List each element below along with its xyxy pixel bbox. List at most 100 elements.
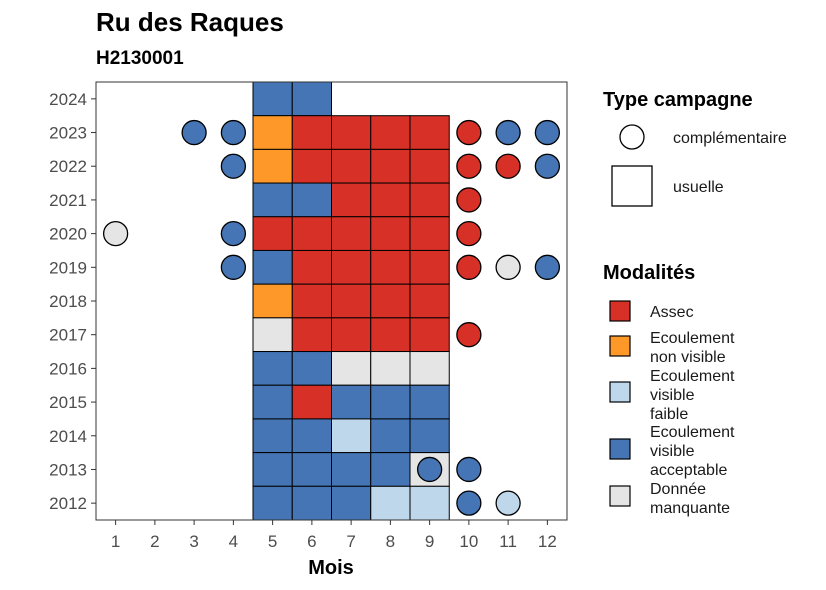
cell-2013-8 — [370, 452, 411, 487]
x-tick-label: 4 — [229, 532, 238, 551]
cell-2021-9 — [409, 182, 450, 218]
x-tick-label: 11 — [499, 532, 517, 551]
y-tick-label: 2016 — [49, 359, 87, 378]
cell-2018-8 — [370, 283, 411, 319]
cell-2020-5 — [252, 216, 293, 251]
x-axis-label: Mois — [308, 557, 354, 579]
cell-2013-6 — [291, 452, 332, 487]
x-tick-label: 10 — [459, 532, 478, 551]
y-tick-label: 2021 — [49, 191, 87, 210]
legend-label-manquante: manquante — [650, 500, 730, 517]
cell-2012-5 — [252, 485, 293, 521]
cell-2022-5 — [252, 148, 293, 184]
point-2023-12 — [534, 119, 561, 146]
legend-label-nonvisible: Ecoulement — [650, 330, 735, 347]
point-2019-11 — [495, 254, 521, 280]
point-2023-10 — [456, 119, 482, 146]
legend-label-assec: Assec — [650, 304, 694, 321]
cell-2022-6 — [291, 148, 332, 184]
point-2017-10 — [456, 322, 482, 348]
legend-circle-icon — [619, 124, 645, 150]
point-2023-3 — [181, 119, 207, 146]
legend-type-campagne: Type campagne complémentaire usuelle — [603, 89, 787, 207]
legend-label-acceptable: visible — [650, 443, 695, 460]
cell-2017-6 — [291, 317, 332, 353]
x-axis: 1 2 3 4 5 6 7 8 9 10 11 12 — [111, 520, 557, 551]
y-tick-label: 2019 — [49, 258, 87, 277]
y-tick-label: 2022 — [49, 157, 87, 176]
cell-2021-8 — [370, 182, 411, 218]
point-2020-10 — [456, 220, 482, 247]
cell-2016-9 — [409, 351, 450, 386]
cell-2019-7 — [331, 249, 372, 285]
cell-2012-8 — [370, 485, 411, 521]
y-tick-label: 2014 — [49, 427, 87, 446]
point-2022-4 — [220, 153, 247, 179]
legend-key-manquante — [609, 485, 631, 507]
cell-2018-6 — [291, 283, 332, 319]
point-2022-12 — [534, 153, 561, 179]
x-tick-label: 9 — [425, 532, 434, 551]
y-tick-label: 2017 — [49, 326, 87, 345]
y-tick-label: 2012 — [49, 494, 87, 513]
cell-2015-9 — [409, 384, 450, 420]
cell-2024-5 — [252, 81, 293, 117]
legend-label-faible: Ecoulement — [650, 368, 735, 385]
y-tick-label: 2020 — [49, 225, 87, 244]
chart-subtitle: H2130001 — [96, 48, 184, 69]
complementaire-points — [102, 119, 561, 516]
point-2012-11 — [495, 490, 521, 516]
cell-2012-9 — [409, 485, 450, 521]
cell-2012-6 — [291, 485, 332, 521]
x-tick-label: 1 — [111, 532, 120, 551]
legend-label-manquante: Donnée — [650, 481, 706, 498]
point-2021-10 — [456, 187, 482, 213]
cell-2023-6 — [291, 115, 332, 150]
cell-2014-7 — [331, 418, 372, 454]
cell-2013-5 — [252, 452, 293, 487]
cell-2022-8 — [370, 148, 411, 184]
point-2019-4 — [220, 254, 247, 280]
cell-2012-7 — [331, 485, 372, 521]
legend-modalites: Modalités Assec Ecoulement non visible Ecoul… — [603, 262, 735, 517]
point-2019-10 — [456, 254, 482, 280]
legend-modalites-title: Modalités — [603, 262, 695, 284]
legend-label-faible: faible — [650, 406, 688, 423]
cell-2017-5 — [252, 317, 293, 353]
cell-2014-5 — [252, 418, 293, 454]
legend-label-faible: visible — [650, 387, 695, 404]
point-2023-4 — [220, 119, 247, 146]
legend-label-acceptable: acceptable — [650, 462, 727, 479]
cell-2019-9 — [409, 249, 450, 285]
chart-title: Ru des Raques — [96, 7, 284, 37]
x-tick-label: 2 — [150, 532, 159, 551]
cell-2015-7 — [331, 384, 372, 420]
y-axis: 2012 2013 2014 2015 2016 2017 2018 2019 2020 2021… — [49, 90, 96, 513]
legend-type-label: complémentaire — [673, 130, 787, 147]
point-2022-11 — [495, 153, 521, 179]
cell-2019-6 — [291, 249, 332, 285]
usuelle-cells — [252, 81, 450, 521]
cell-2017-7 — [331, 317, 372, 353]
point-2022-10 — [456, 153, 482, 179]
x-tick-label: 8 — [386, 532, 395, 551]
y-tick-label: 2018 — [49, 292, 87, 311]
x-tick-label: 12 — [538, 532, 557, 551]
cell-2022-7 — [331, 148, 372, 184]
y-tick-label: 2024 — [49, 90, 87, 109]
cell-2018-5 — [252, 283, 293, 319]
legend-type-label: usuelle — [673, 179, 724, 196]
cell-2018-7 — [331, 283, 372, 319]
legend-label-nonvisible: non visible — [650, 349, 726, 366]
legend-key-nonvisible — [609, 335, 631, 357]
legend-label-acceptable: Ecoulement — [650, 424, 735, 441]
legend-key-faible — [609, 381, 631, 403]
cell-2014-9 — [409, 418, 450, 454]
point-2013-10 — [456, 456, 482, 483]
cell-2017-9 — [409, 317, 450, 353]
cell-2015-8 — [370, 384, 411, 420]
cell-2021-5 — [252, 182, 293, 218]
cell-2023-9 — [409, 115, 450, 150]
cell-2013-7 — [331, 452, 372, 487]
